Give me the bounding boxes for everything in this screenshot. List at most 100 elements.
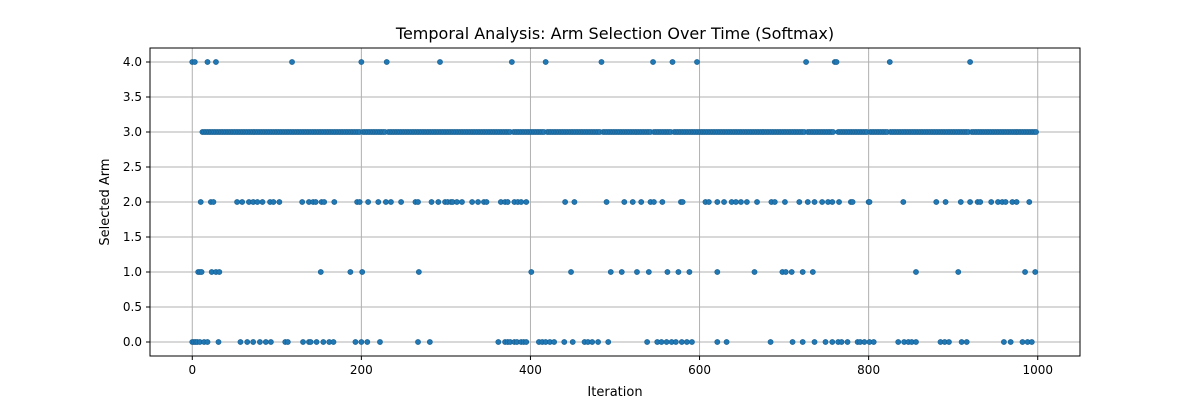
data-point-arm-2: [1013, 199, 1020, 205]
data-point-arm-4: [669, 59, 676, 65]
data-point-arm-0: [569, 339, 576, 345]
data-point-arm-0: [495, 339, 502, 345]
data-point-arm-2: [571, 199, 578, 205]
data-point-arm-1: [1022, 269, 1028, 275]
data-point-arm-2: [1002, 199, 1009, 205]
data-point-arm-0: [1001, 339, 1007, 345]
y-tick-label: 4.0: [123, 55, 142, 69]
data-point-arm-2: [276, 199, 283, 205]
y-tick-label: 0.5: [123, 300, 142, 314]
data-point-arm-0: [644, 339, 651, 345]
data-point-arm-0: [551, 339, 558, 345]
data-point-arm-2: [312, 199, 319, 205]
data-point-arm-0: [330, 339, 337, 345]
data-point-arm-2: [475, 199, 481, 205]
data-point-arm-2: [1026, 199, 1033, 205]
data-point-arm-0: [946, 339, 952, 345]
data-point-arm-4: [694, 59, 700, 65]
data-point-arm-1: [317, 269, 324, 275]
data-point-arm-4: [542, 59, 549, 65]
y-tick-label: 3.0: [123, 125, 142, 139]
data-point-arm-2: [254, 199, 261, 205]
data-point-arm-2: [804, 199, 811, 205]
x-tick-label: 800: [857, 363, 880, 377]
data-point-arm-1: [913, 269, 919, 275]
data-point-arm-0: [678, 339, 685, 345]
data-point-arm-0: [963, 339, 970, 345]
data-point-arm-0: [300, 339, 306, 345]
y-tick-label: 2.0: [123, 195, 142, 209]
data-point-arm-2: [819, 199, 826, 205]
data-point-arm-2: [504, 199, 511, 205]
y-axis-label: Selected Arm: [98, 158, 113, 245]
data-point-arm-0: [284, 339, 291, 345]
data-point-arm-2: [849, 199, 856, 205]
data-point-arm-2: [811, 199, 818, 205]
data-point-arm-1: [568, 269, 574, 275]
data-point-arm-1: [634, 269, 640, 275]
data-point-arm-0: [426, 339, 433, 345]
data-point-arm-2: [900, 199, 907, 205]
x-tick-label: 600: [688, 363, 711, 377]
data-point-arm-0: [958, 339, 965, 345]
data-point-arm-2: [967, 199, 973, 205]
data-point-arm-2: [629, 199, 636, 205]
data-points: [189, 59, 1039, 345]
data-point-arm-4: [598, 59, 605, 65]
data-point-arm-2: [650, 199, 657, 205]
data-point-arm-2: [977, 199, 984, 205]
data-point-arm-2: [388, 199, 394, 205]
data-point-arm-2: [459, 199, 465, 205]
data-point-arm-2: [483, 199, 490, 205]
y-tick-label: 2.5: [123, 160, 142, 174]
x-axis-label: Iteration: [587, 385, 642, 400]
data-point-arm-4: [803, 59, 809, 65]
data-point-arm-2: [836, 199, 842, 205]
grid: [150, 48, 1080, 356]
data-point-arm-0: [658, 339, 665, 345]
data-point-arm-0: [250, 339, 257, 345]
data-point-arm-2: [679, 199, 686, 205]
data-point-arm-3: [830, 129, 837, 135]
x-tick-label: 400: [519, 363, 542, 377]
data-point-arm-0: [267, 339, 274, 345]
x-tick-label: 1000: [1022, 363, 1053, 377]
data-point-arm-1: [955, 269, 962, 275]
axis-ticks: 0 200 400 600 800 1000 0.0 0.5 1.0 1.5 2.0 2.5 3.0 3.…: [123, 55, 1053, 377]
data-point-arm-0: [767, 339, 774, 345]
data-point-arm-4: [967, 59, 973, 65]
data-point-arm-4: [650, 59, 656, 65]
data-point-arm-1: [799, 269, 806, 275]
data-point-arm-0: [838, 339, 845, 345]
data-point-arm-2: [518, 199, 525, 205]
data-point-arm-1: [675, 269, 682, 275]
data-point-arm-0: [320, 339, 327, 345]
data-point-arm-0: [313, 339, 320, 345]
y-tick-label: 1.5: [123, 230, 142, 244]
data-point-arm-4: [437, 59, 443, 65]
data-point-arm-0: [244, 339, 251, 345]
data-point-arm-0: [1007, 339, 1014, 345]
chart-title: Temporal Analysis: Arm Selection Over Ti…: [395, 24, 834, 43]
data-point-arm-2: [866, 199, 873, 205]
data-point-arm-2: [321, 199, 328, 205]
data-point-arm-1: [809, 269, 816, 275]
data-point-arm-2: [197, 199, 204, 205]
data-point-arm-3: [1033, 129, 1039, 135]
data-point-arm-2: [771, 199, 778, 205]
data-point-arm-1: [359, 269, 366, 275]
data-point-arm-2: [957, 199, 964, 205]
data-point-arm-2: [705, 199, 712, 205]
data-point-arm-1: [686, 269, 693, 275]
data-point-arm-2: [239, 199, 246, 205]
data-point-arm-0: [799, 339, 806, 345]
data-point-arm-0: [377, 339, 383, 345]
data-point-arm-1: [645, 269, 652, 275]
data-point-arm-2: [738, 199, 744, 205]
data-point-arm-0: [352, 339, 359, 345]
data-point-arm-2: [721, 199, 727, 205]
data-point-arm-0: [257, 339, 263, 345]
data-point-arm-2: [365, 199, 372, 205]
data-point-arm-4: [886, 59, 893, 65]
